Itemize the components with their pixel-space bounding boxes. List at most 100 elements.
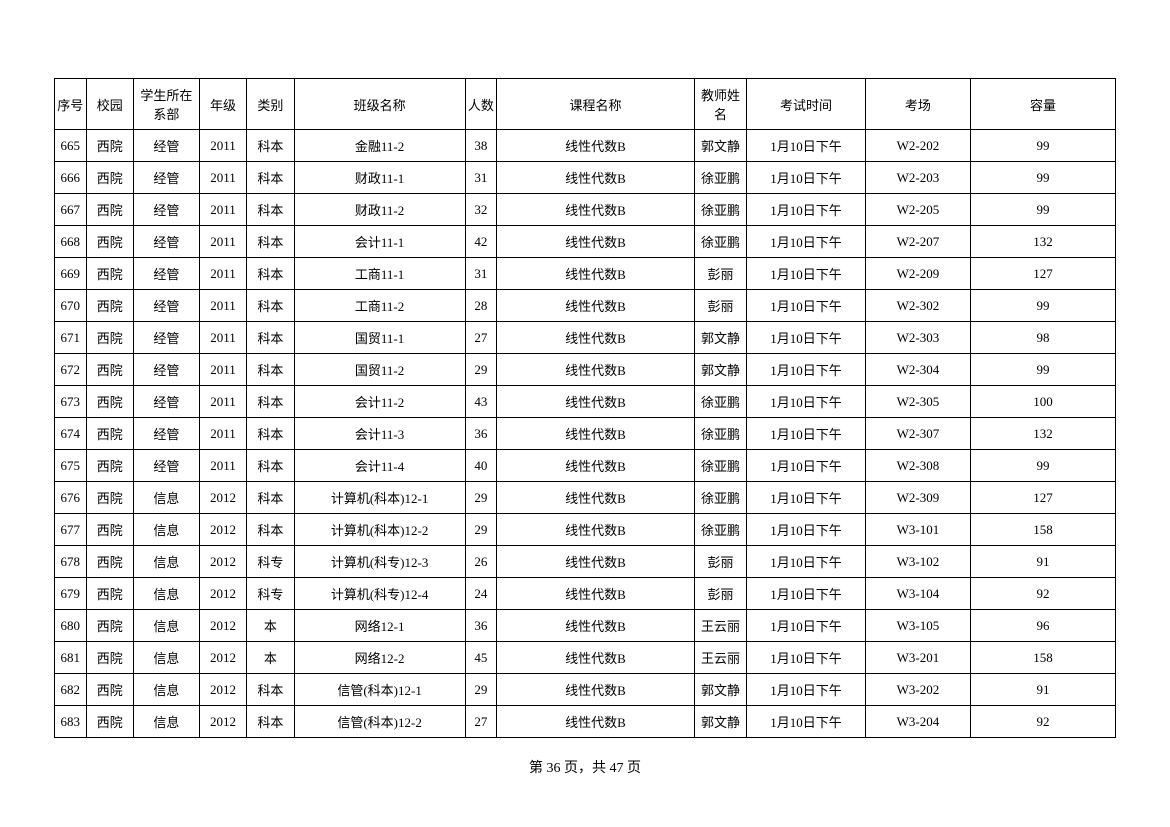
table-cell: W3-201 [865, 642, 970, 674]
col-header-time: 考试时间 [747, 79, 865, 130]
table-cell: 经管 [133, 354, 199, 386]
table-cell: W2-205 [865, 194, 970, 226]
table-cell: 24 [465, 578, 497, 610]
col-header-count: 人数 [465, 79, 497, 130]
table-cell: 网络12-2 [294, 642, 465, 674]
table-cell: 2011 [199, 386, 246, 418]
table-cell: 676 [55, 482, 87, 514]
table-cell: 工商11-2 [294, 290, 465, 322]
table-cell: 西院 [86, 578, 133, 610]
table-cell: 670 [55, 290, 87, 322]
col-header-teacher: 教师姓名 [694, 79, 747, 130]
table-cell: 2011 [199, 226, 246, 258]
table-cell: 线性代数B [497, 514, 694, 546]
table-cell: 1月10日下午 [747, 130, 865, 162]
table-cell: 经管 [133, 258, 199, 290]
table-cell: 1月10日下午 [747, 258, 865, 290]
table-cell: 127 [971, 482, 1116, 514]
table-row: 671西院经管2011科本国贸11-127线性代数B郭文静1月10日下午W2-3… [55, 322, 1116, 354]
table-cell: 徐亚鹏 [694, 514, 747, 546]
table-cell: 2011 [199, 322, 246, 354]
table-cell: 财政11-1 [294, 162, 465, 194]
table-cell: 99 [971, 194, 1116, 226]
table-cell: 工商11-1 [294, 258, 465, 290]
table-cell: 经管 [133, 226, 199, 258]
table-cell: 678 [55, 546, 87, 578]
table-cell: W2-307 [865, 418, 970, 450]
table-row: 668西院经管2011科本会计11-142线性代数B徐亚鹏1月10日下午W2-2… [55, 226, 1116, 258]
table-cell: 1月10日下午 [747, 482, 865, 514]
table-cell: W2-302 [865, 290, 970, 322]
table-cell: 26 [465, 546, 497, 578]
table-cell: 信息 [133, 642, 199, 674]
table-cell: 2012 [199, 642, 246, 674]
table-cell: 本 [247, 642, 294, 674]
table-cell: 158 [971, 514, 1116, 546]
table-cell: 线性代数B [497, 290, 694, 322]
table-cell: 线性代数B [497, 578, 694, 610]
table-cell: W3-101 [865, 514, 970, 546]
table-cell: 2011 [199, 130, 246, 162]
table-cell: 2011 [199, 194, 246, 226]
table-cell: 科本 [247, 194, 294, 226]
table-row: 680西院信息2012本网络12-136线性代数B王云丽1月10日下午W3-10… [55, 610, 1116, 642]
table-cell: 信息 [133, 482, 199, 514]
table-cell: 科本 [247, 290, 294, 322]
col-header-cap: 容量 [971, 79, 1116, 130]
exam-schedule-table: 序号 校园 学生所在系部 年级 类别 班级名称 人数 课程名称 教师姓名 考试时… [54, 78, 1116, 738]
table-cell: 郭文静 [694, 354, 747, 386]
table-cell: 36 [465, 418, 497, 450]
table-cell: W2-305 [865, 386, 970, 418]
table-cell: 31 [465, 258, 497, 290]
table-cell: 信管(科本)12-2 [294, 706, 465, 738]
table-cell: 经管 [133, 450, 199, 482]
table-cell: 科本 [247, 130, 294, 162]
table-cell: 彭丽 [694, 578, 747, 610]
table-cell: 徐亚鹏 [694, 194, 747, 226]
table-cell: 信息 [133, 674, 199, 706]
table-cell: 西院 [86, 514, 133, 546]
table-cell: 665 [55, 130, 87, 162]
table-cell: 29 [465, 354, 497, 386]
table-cell: 100 [971, 386, 1116, 418]
table-cell: 132 [971, 418, 1116, 450]
table-cell: 国贸11-2 [294, 354, 465, 386]
table-cell: W3-102 [865, 546, 970, 578]
table-cell: 29 [465, 514, 497, 546]
table-cell: 王云丽 [694, 642, 747, 674]
table-cell: 线性代数B [497, 610, 694, 642]
table-cell: 西院 [86, 610, 133, 642]
table-cell: 徐亚鹏 [694, 162, 747, 194]
table-cell: 2012 [199, 514, 246, 546]
table-cell: 99 [971, 290, 1116, 322]
table-cell: 线性代数B [497, 162, 694, 194]
table-cell: 西院 [86, 642, 133, 674]
table-cell: 经管 [133, 290, 199, 322]
table-cell: 科本 [247, 258, 294, 290]
table-cell: 西院 [86, 322, 133, 354]
table-cell: 线性代数B [497, 258, 694, 290]
table-cell: 彭丽 [694, 258, 747, 290]
table-cell: W2-202 [865, 130, 970, 162]
table-cell: 科本 [247, 418, 294, 450]
table-cell: W3-202 [865, 674, 970, 706]
table-row: 675西院经管2011科本会计11-440线性代数B徐亚鹏1月10日下午W2-3… [55, 450, 1116, 482]
table-cell: 677 [55, 514, 87, 546]
table-cell: 计算机(科专)12-3 [294, 546, 465, 578]
page-footer: 第 36 页，共 47 页 [0, 757, 1170, 777]
table-cell: 1月10日下午 [747, 450, 865, 482]
table-cell: 666 [55, 162, 87, 194]
table-cell: 线性代数B [497, 226, 694, 258]
table-cell: 经管 [133, 162, 199, 194]
table-cell: 132 [971, 226, 1116, 258]
table-cell: 西院 [86, 482, 133, 514]
table-cell: 99 [971, 450, 1116, 482]
table-cell: 668 [55, 226, 87, 258]
table-cell: 31 [465, 162, 497, 194]
table-body: 665西院经管2011科本金融11-238线性代数B郭文静1月10日下午W2-2… [55, 130, 1116, 738]
table-cell: 信管(科本)12-1 [294, 674, 465, 706]
table-cell: 经管 [133, 386, 199, 418]
table-cell: 96 [971, 610, 1116, 642]
table-cell: 网络12-1 [294, 610, 465, 642]
table-cell: 38 [465, 130, 497, 162]
